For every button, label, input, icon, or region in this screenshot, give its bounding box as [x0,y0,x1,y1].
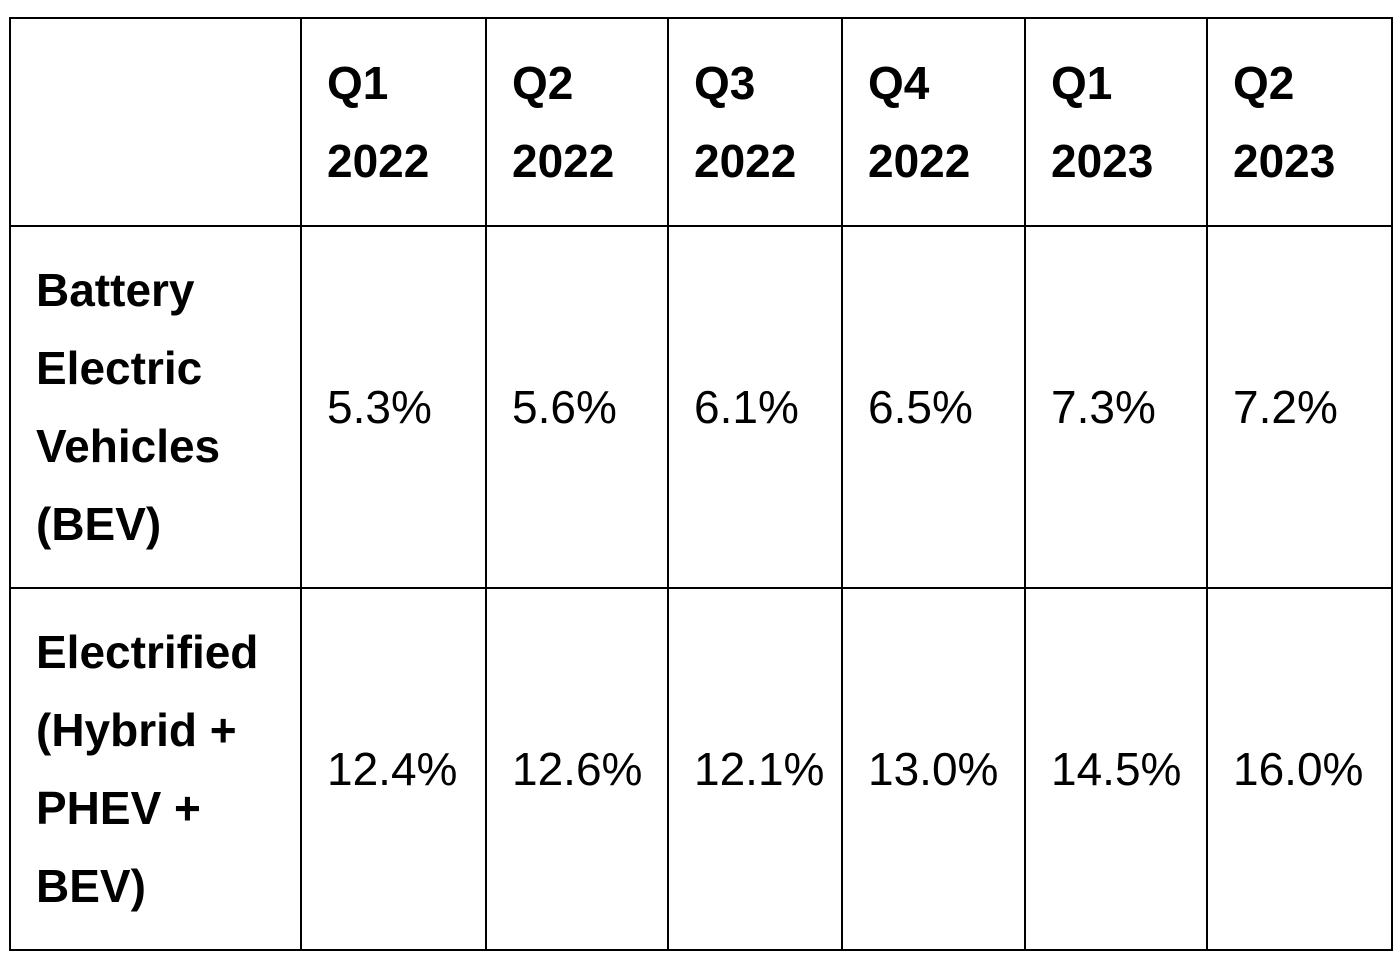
column-header-quarter: Q2 [1233,57,1295,109]
column-header-quarter: Q1 [1051,57,1113,109]
table-cell: 5.6% [485,225,669,589]
column-header-quarter: Q1 [327,57,389,109]
column-header: Q1 2022 [300,17,487,227]
row-label-line: Battery [36,264,195,316]
column-header-quarter: Q4 [868,57,930,109]
corner-cell [9,17,302,227]
table-cell: 14.5% [1024,587,1208,951]
table-cell: 7.3% [1024,225,1208,589]
table-row-bev: Battery Electric Vehicles (BEV) 5.3% 5.6… [9,225,1393,589]
column-header-quarter: Q2 [512,57,574,109]
column-header-year: 2023 [1051,135,1154,187]
column-header: Q2 2023 [1206,17,1393,227]
table-row-electrified: Electrified (Hybrid + PHEV + BEV) 12.4% … [9,587,1393,951]
column-header-year: 2023 [1233,135,1336,187]
column-header-year: 2022 [694,135,797,187]
column-header-year: 2022 [512,135,615,187]
column-header: Q1 2023 [1024,17,1208,227]
column-header-year: 2022 [327,135,430,187]
ev-share-table: Q1 2022 Q2 2022 Q3 2022 Q4 2022 Q1 2023 … [9,17,1393,951]
table-cell: 16.0% [1206,587,1393,951]
row-header-bev: Battery Electric Vehicles (BEV) [9,225,302,589]
table-cell: 6.5% [841,225,1026,589]
table-cell: 12.6% [485,587,669,951]
header-row: Q1 2022 Q2 2022 Q3 2022 Q4 2022 Q1 2023 … [9,17,1393,227]
table-cell: 12.4% [300,587,487,951]
row-label-line: Vehicles [36,420,221,472]
table-cell: 5.3% [300,225,487,589]
table-cell: 13.0% [841,587,1026,951]
column-header: Q2 2022 [485,17,669,227]
column-header: Q3 2022 [667,17,843,227]
row-label-line: PHEV + [36,782,201,834]
table-cell: 12.1% [667,587,843,951]
row-label-line: (Hybrid + [36,704,237,756]
row-label-line: Electric [36,342,203,394]
row-label-line: BEV) [36,860,146,912]
column-header-year: 2022 [868,135,971,187]
table-cell: 7.2% [1206,225,1393,589]
column-header-quarter: Q3 [694,57,756,109]
table-cell: 6.1% [667,225,843,589]
data-table-container: Q1 2022 Q2 2022 Q3 2022 Q4 2022 Q1 2023 … [9,17,1393,951]
column-header: Q4 2022 [841,17,1026,227]
row-header-electrified: Electrified (Hybrid + PHEV + BEV) [9,587,302,951]
row-label-line: (BEV) [36,498,162,550]
row-label-line: Electrified [36,626,259,678]
